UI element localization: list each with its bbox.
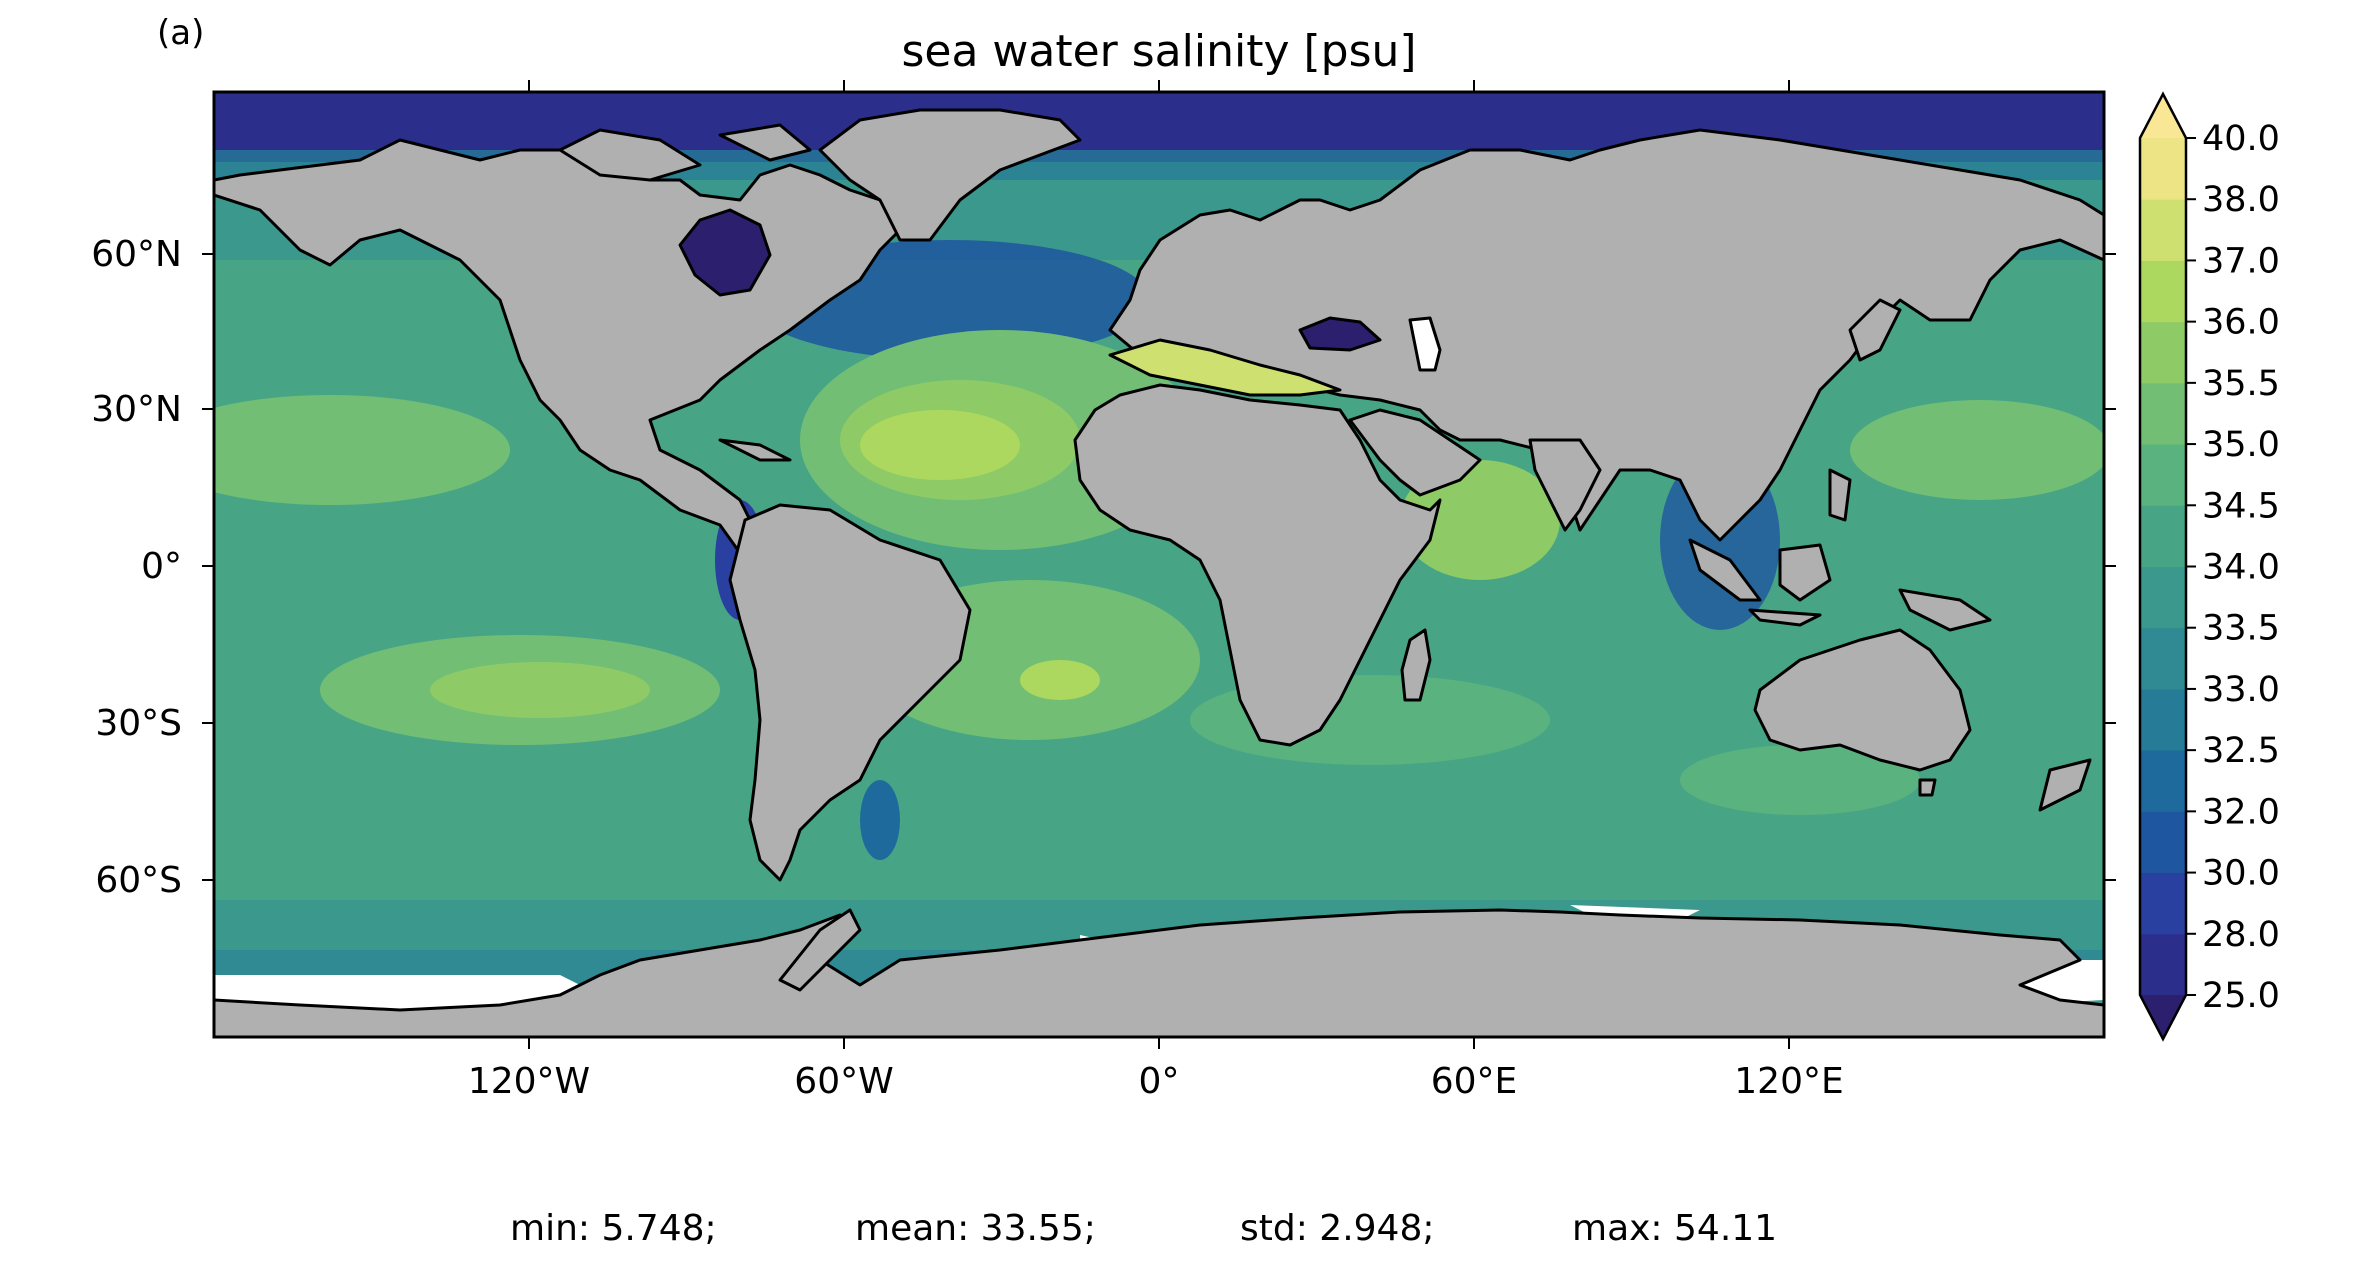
lon-label-0: 0° (1139, 1061, 1180, 1102)
colorbar-segment (2140, 688, 2186, 751)
colorbar-segment (2140, 811, 2186, 874)
colorbar-segment (2140, 933, 2186, 996)
stat-min: min: 5.748; (510, 1208, 717, 1249)
colorbar-extend-max (2140, 94, 2186, 138)
lon-labels: 120°W 60°W 0° 60°E 120°E (468, 1061, 1844, 1102)
stats-line: min: 5.748; mean: 33.55; std: 2.948; max… (510, 1208, 1777, 1249)
lat-label-60n: 60°N (91, 234, 182, 275)
colorbar-tick-label: 32.0 (2202, 792, 2280, 832)
colorbar-segment (2140, 199, 2186, 261)
antarctica (214, 908, 2104, 1037)
colorbar-tick-label: 30.0 (2202, 854, 2280, 894)
arabia (1348, 408, 1482, 497)
caspian (1408, 316, 1442, 372)
eurasia (1108, 128, 2104, 542)
colorbar-extend-min (2140, 995, 2186, 1039)
colorbar-tick-label: 28.0 (2202, 915, 2280, 955)
colorbar: 25.0 28.0 30.0 32.0 32.5 33.0 33.5 34.0 34.5 35.0… (2138, 91, 2280, 1042)
lat-labels: 60°N 30°N 0° 30°S 60°S (91, 234, 182, 901)
colorbar-tick-label: 35.5 (2202, 364, 2280, 404)
java (1748, 608, 1822, 627)
colorbar-tick-label: 38.0 (2202, 180, 2280, 220)
colorbar-segment (2140, 321, 2186, 384)
new-guinea (1898, 588, 1992, 632)
lat-label-60s: 60°S (95, 860, 182, 901)
hudson-bay (678, 208, 772, 297)
lat-label-30n: 30°N (91, 389, 182, 430)
arctic-island-2 (718, 123, 812, 162)
stat-mean: mean: 33.55; (855, 1208, 1096, 1249)
map-title: sea water salinity [psu] (901, 26, 1416, 77)
colorbar-tick-label: 25.0 (2202, 976, 2280, 1016)
colorbar-tick-label: 40.0 (2202, 119, 2280, 159)
colorbar-segment (2140, 627, 2186, 690)
greenland (818, 108, 1082, 242)
borneo (1778, 543, 1832, 602)
south-america (728, 503, 972, 882)
africa (1073, 383, 1442, 747)
cuba (718, 438, 792, 462)
colorbar-segment (2140, 260, 2186, 323)
japan (1848, 298, 1902, 362)
new-zealand (2038, 758, 2092, 812)
mediterranean (1108, 338, 1342, 397)
antarctic-peninsula (778, 908, 862, 992)
sumatra (1688, 538, 1762, 602)
colorbar-segment (2140, 382, 2186, 445)
colorbar-tick-label: 34.0 (2202, 548, 2280, 588)
lon-label-60e: 60°E (1431, 1061, 1518, 1102)
india (1528, 438, 1602, 532)
tasmania (1918, 778, 1937, 797)
stat-max: max: 54.11 (1572, 1208, 1777, 1249)
colorbar-tick-label: 33.0 (2202, 670, 2280, 710)
australia (1753, 628, 1972, 772)
colorbar-tick-label: 34.5 (2202, 486, 2280, 526)
colorbar-segment (2140, 138, 2186, 200)
lon-label-120e: 120°E (1734, 1061, 1843, 1102)
lat-label-30s: 30°S (95, 703, 182, 744)
colorbar-tick-label: 37.0 (2202, 241, 2280, 281)
map-area (214, 92, 2104, 1037)
colorbar-tick-label: 35.0 (2202, 425, 2280, 465)
colorbar-segment (2140, 444, 2186, 506)
philippines (1828, 468, 1852, 522)
stat-std: std: 2.948; (1240, 1208, 1434, 1249)
lon-label-120w: 120°W (468, 1061, 590, 1102)
colorbar-tick-label: 33.5 (2202, 609, 2280, 649)
lon-label-60w: 60°W (794, 1061, 893, 1102)
colorbar-tick-label: 32.5 (2202, 731, 2280, 771)
colorbar-segment (2140, 872, 2186, 935)
black-sea (1298, 316, 1382, 352)
colorbar-segment (2140, 505, 2186, 567)
panel-label: (a) (157, 13, 204, 53)
arctic-islands (558, 128, 702, 182)
colorbar-segment (2140, 566, 2186, 629)
axes (202, 80, 2116, 1049)
colorbar-tick-label: 36.0 (2202, 303, 2280, 343)
lat-label-0: 0° (141, 546, 182, 587)
madagascar (1400, 628, 1432, 702)
colorbar-segment (2140, 750, 2186, 812)
land (214, 108, 2104, 1037)
